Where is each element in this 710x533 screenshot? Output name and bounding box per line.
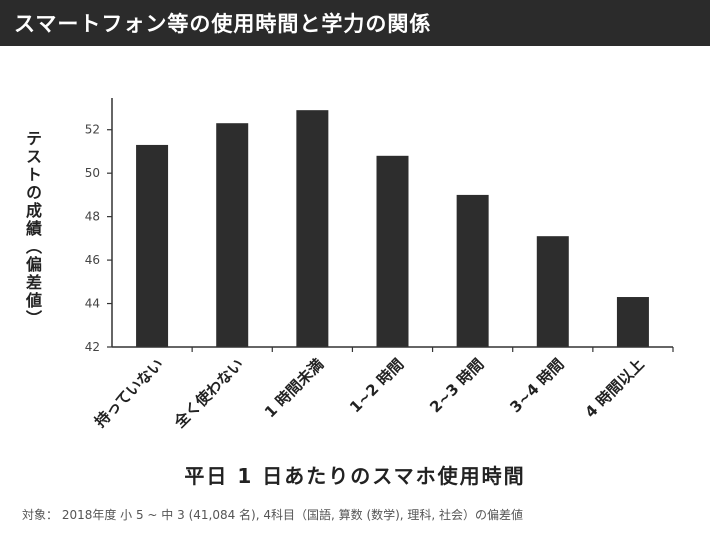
- y-tick-label: 44: [85, 297, 100, 311]
- x-tick-label: 持っていない: [91, 355, 167, 431]
- bar: [536, 236, 569, 347]
- y-tick-label: 50: [85, 166, 100, 180]
- y-tick-label: 42: [85, 340, 100, 354]
- y-tick-label: 48: [85, 210, 100, 224]
- bars-group: [136, 110, 649, 347]
- x-tick-label: 3~4 時間: [506, 355, 567, 416]
- bar: [456, 194, 489, 347]
- bar-chart: 42 44 46 48 50 52 持っていない 全く使わない 1 時間未満 1~2 時間 2~3…: [85, 98, 674, 432]
- y-axis-label: テストの成績（偏差値）: [23, 130, 42, 328]
- bar: [216, 123, 249, 347]
- y-tick-label: 52: [85, 123, 100, 137]
- page-title: スマートフォン等の使用時間と学力の関係: [14, 12, 432, 36]
- footnote: 対象： 2018年度 小 5 ~ 中 3 (41,084 名), 4科目（国語,…: [22, 508, 524, 522]
- x-tick-label: 1~2 時間: [346, 355, 407, 416]
- bar: [136, 144, 169, 347]
- x-tick-label: 2~3 時間: [426, 355, 487, 416]
- bar: [616, 297, 649, 347]
- y-tick-label: 46: [85, 253, 100, 267]
- x-axis-label: 平日 1 日あたりのスマホ使用時間: [184, 464, 526, 488]
- bar: [376, 155, 409, 347]
- y-axis: 42 44 46 48 50 52: [85, 98, 113, 354]
- x-tick-label: 1 時間未満: [261, 355, 327, 421]
- bar: [296, 110, 329, 347]
- x-tick-label: 4 時間以上: [582, 355, 648, 421]
- x-tick-label: 全く使わない: [170, 355, 247, 432]
- title-bar: スマートフォン等の使用時間と学力の関係: [0, 0, 710, 46]
- x-axis: 持っていない 全く使わない 1 時間未満 1~2 時間 2~3 時間 3~4 時間 4 時間…: [91, 346, 674, 432]
